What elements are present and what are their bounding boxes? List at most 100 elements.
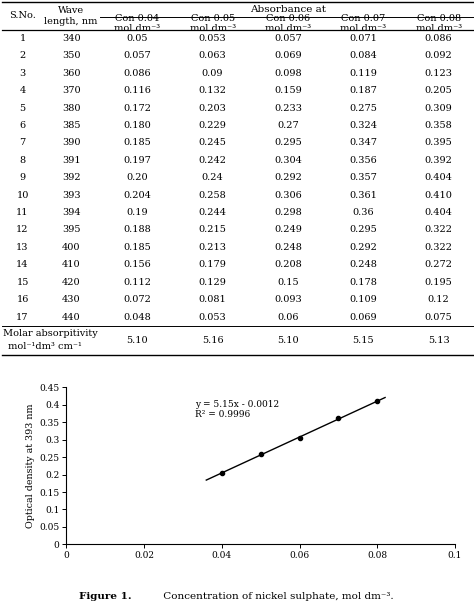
Text: Con 0.05
mol dm⁻³: Con 0.05 mol dm⁻³ [190, 14, 236, 33]
Text: Figure 1.: Figure 1. [79, 592, 132, 601]
Text: 0.098: 0.098 [274, 69, 302, 77]
Text: 0.322: 0.322 [425, 226, 453, 234]
Text: 0.093: 0.093 [274, 295, 302, 304]
Text: 0.185: 0.185 [123, 138, 151, 148]
Text: 8: 8 [19, 156, 26, 165]
Text: 0.069: 0.069 [274, 52, 302, 60]
Text: 5.16: 5.16 [202, 336, 223, 345]
Text: 16: 16 [16, 295, 29, 304]
Text: 0.116: 0.116 [123, 86, 151, 95]
Text: 0.248: 0.248 [349, 260, 377, 269]
Text: 5.10: 5.10 [127, 336, 148, 345]
Text: 15: 15 [16, 278, 29, 287]
Text: 11: 11 [16, 208, 29, 217]
Text: S.No.: S.No. [9, 11, 36, 20]
Text: Con 0.04
mol dm⁻³: Con 0.04 mol dm⁻³ [114, 14, 160, 33]
Text: 0.410: 0.410 [425, 191, 453, 200]
Text: 0.215: 0.215 [199, 226, 227, 234]
Y-axis label: Optical density at 393 nm: Optical density at 393 nm [26, 403, 35, 528]
Text: 0.203: 0.203 [199, 103, 227, 113]
Text: 0.057: 0.057 [274, 34, 302, 43]
Text: Concentration of nickel sulphate, mol dm⁻³.: Concentration of nickel sulphate, mol dm… [160, 592, 394, 601]
Text: 0.20: 0.20 [127, 173, 148, 182]
Text: 0.298: 0.298 [274, 208, 302, 217]
Text: 0.233: 0.233 [274, 103, 302, 113]
Text: 0.197: 0.197 [123, 156, 151, 165]
Text: 0.06: 0.06 [277, 312, 299, 322]
Text: Con 0.07
mol dm⁻³: Con 0.07 mol dm⁻³ [340, 14, 386, 33]
Text: 0.188: 0.188 [123, 226, 151, 234]
Text: Con 0.06
mol dm⁻³: Con 0.06 mol dm⁻³ [265, 14, 311, 33]
Text: 0.248: 0.248 [274, 243, 302, 252]
Text: 1: 1 [19, 34, 26, 43]
Text: 0.404: 0.404 [425, 208, 453, 217]
Text: 0.084: 0.084 [349, 52, 377, 60]
Text: 0.156: 0.156 [123, 260, 151, 269]
Text: 0.244: 0.244 [199, 208, 227, 217]
Text: 390: 390 [62, 138, 81, 148]
Text: 12: 12 [16, 226, 29, 234]
Text: 0.05: 0.05 [127, 34, 148, 43]
Text: 394: 394 [62, 208, 81, 217]
Text: 2: 2 [19, 52, 26, 60]
Text: 0.24: 0.24 [202, 173, 223, 182]
Text: 0.404: 0.404 [425, 173, 453, 182]
Text: 0.245: 0.245 [199, 138, 227, 148]
Text: 0.053: 0.053 [199, 312, 227, 322]
Text: 0.187: 0.187 [349, 86, 377, 95]
Text: 4: 4 [19, 86, 26, 95]
Text: 5: 5 [19, 103, 26, 113]
Text: 440: 440 [62, 312, 81, 322]
Text: 13: 13 [16, 243, 29, 252]
Text: R² = 0.9996: R² = 0.9996 [195, 410, 250, 419]
Text: 395: 395 [62, 226, 81, 234]
Text: Con 0.08
mol dm⁻³: Con 0.08 mol dm⁻³ [416, 14, 462, 33]
Text: 9: 9 [19, 173, 26, 182]
Text: 0.27: 0.27 [277, 121, 299, 130]
Text: 0.356: 0.356 [349, 156, 377, 165]
Text: 0.205: 0.205 [425, 86, 453, 95]
Text: 3: 3 [19, 69, 26, 77]
Text: 0.112: 0.112 [123, 278, 151, 287]
Text: 0.185: 0.185 [123, 243, 151, 252]
Text: 14: 14 [16, 260, 29, 269]
Text: y = 5.15x - 0.0012: y = 5.15x - 0.0012 [195, 400, 279, 408]
Text: 5.15: 5.15 [353, 336, 374, 345]
Text: 0.249: 0.249 [274, 226, 302, 234]
Text: 0.072: 0.072 [123, 295, 151, 304]
Text: 0.179: 0.179 [199, 260, 227, 269]
Text: 380: 380 [62, 103, 81, 113]
Text: 0.109: 0.109 [349, 295, 377, 304]
Text: 0.347: 0.347 [349, 138, 377, 148]
Text: 370: 370 [62, 86, 81, 95]
Text: 350: 350 [62, 52, 81, 60]
Text: 400: 400 [62, 243, 81, 252]
Text: 0.081: 0.081 [199, 295, 227, 304]
Text: 410: 410 [62, 260, 81, 269]
Text: 360: 360 [62, 69, 81, 77]
Text: 0.361: 0.361 [349, 191, 377, 200]
Text: 0.309: 0.309 [425, 103, 453, 113]
Text: 391: 391 [62, 156, 81, 165]
Text: 0.292: 0.292 [349, 243, 377, 252]
Text: 385: 385 [62, 121, 81, 130]
Text: 0.324: 0.324 [349, 121, 377, 130]
Text: 0.075: 0.075 [425, 312, 453, 322]
Text: 17: 17 [16, 312, 29, 322]
Text: 0.358: 0.358 [425, 121, 453, 130]
Text: 0.086: 0.086 [123, 69, 151, 77]
Text: 340: 340 [62, 34, 81, 43]
Text: 0.195: 0.195 [425, 278, 453, 287]
Text: 5.13: 5.13 [428, 336, 449, 345]
Text: 0.357: 0.357 [349, 173, 377, 182]
Text: 0.229: 0.229 [199, 121, 227, 130]
Text: 0.322: 0.322 [425, 243, 453, 252]
Text: 7: 7 [19, 138, 26, 148]
Text: 0.132: 0.132 [199, 86, 227, 95]
Text: 0.292: 0.292 [274, 173, 302, 182]
Text: 0.258: 0.258 [199, 191, 227, 200]
Text: 0.204: 0.204 [123, 191, 151, 200]
Text: 0.159: 0.159 [274, 86, 302, 95]
Text: 0.19: 0.19 [127, 208, 148, 217]
Text: 0.208: 0.208 [274, 260, 302, 269]
